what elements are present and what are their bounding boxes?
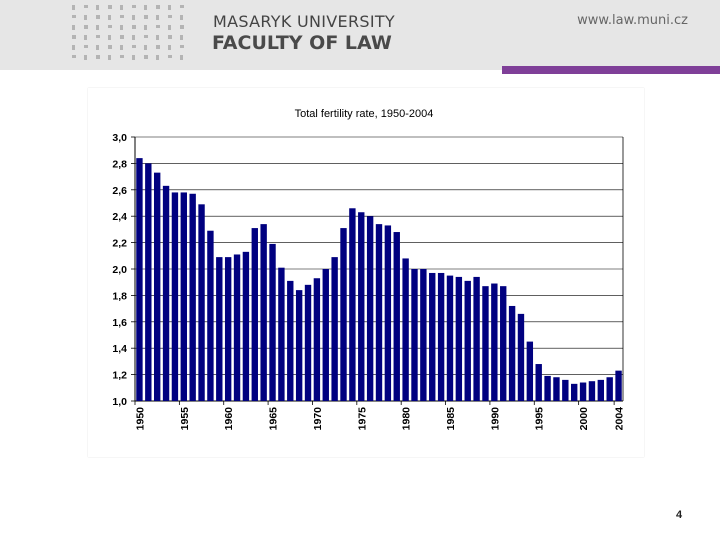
y-tick-label: 2,8	[112, 158, 127, 170]
bar-1983	[429, 272, 436, 401]
bar-1950	[136, 158, 143, 401]
x-tick-label: 1970	[312, 407, 324, 431]
university-name: MASARYK UNIVERSITY	[213, 12, 395, 31]
bar-1987	[464, 280, 471, 401]
bar-1986	[455, 276, 463, 401]
bar-1967	[287, 280, 294, 401]
bar-1977	[375, 224, 383, 401]
bar-1985	[446, 275, 454, 401]
y-tick-label: 1,6	[112, 317, 127, 329]
bar-1976	[366, 216, 374, 401]
y-tick-label: 1,0	[112, 396, 127, 408]
chart-panel: Total fertility rate, 1950-2004 1,0 1,2 1,…	[88, 88, 644, 457]
bar-1990	[491, 283, 498, 401]
bar-1997	[553, 377, 560, 401]
bar-1964	[260, 224, 267, 401]
bar-1998	[562, 379, 569, 401]
y-tick-label: 2,6	[112, 185, 127, 197]
bar-1958	[207, 230, 214, 401]
x-tick-label: 2000	[578, 407, 590, 431]
y-tick-label: 1,2	[112, 370, 127, 382]
y-tick-label: 1,4	[112, 343, 127, 355]
x-tick-label: 1950	[134, 407, 146, 431]
bar-1969	[304, 284, 312, 401]
bar-1979	[393, 232, 400, 401]
x-tick-label: 2004	[614, 407, 626, 431]
bar-1988	[473, 276, 480, 401]
university-pattern-logo	[72, 5, 184, 60]
bar-1975	[358, 212, 365, 401]
chart-title: Total fertility rate, 1950-2004	[295, 108, 434, 120]
bar-1963	[251, 228, 258, 401]
fertility-bar-chart: Total fertility rate, 1950-2004 1,0 1,2 1,…	[112, 108, 626, 431]
bar-1974	[349, 208, 356, 401]
x-tick-label: 1965	[268, 407, 280, 431]
bar-1966	[278, 267, 285, 401]
page-number: 4	[676, 509, 683, 521]
bar-1994	[526, 341, 534, 401]
bar-1955	[180, 192, 187, 401]
bar-1978	[384, 225, 392, 401]
bar-1996	[544, 375, 551, 401]
bar-1959	[216, 257, 223, 401]
bar-1995	[535, 364, 542, 401]
bar-1993	[517, 313, 525, 401]
bar-1965	[269, 243, 276, 401]
x-tick-label: 1955	[179, 407, 191, 431]
bar-1951	[145, 163, 152, 401]
x-tick-label: 1980	[401, 407, 413, 431]
bar-1953	[162, 185, 170, 401]
bar-1991	[500, 286, 507, 401]
bar-1980	[402, 258, 409, 401]
bar-1956	[189, 193, 196, 401]
y-tick-label: 1,8	[112, 290, 127, 302]
bar-1957	[198, 204, 205, 401]
bar-2004	[615, 370, 622, 401]
bar-2002	[597, 379, 605, 401]
x-tick-label: 1975	[356, 407, 368, 431]
bar-1952	[153, 172, 161, 401]
bar-2003	[606, 377, 613, 401]
y-tick-label: 2,2	[112, 238, 127, 250]
bar-1989	[482, 286, 489, 401]
x-tick-label: 1995	[534, 407, 546, 431]
bar-1962	[242, 251, 250, 401]
bar-1992	[508, 305, 516, 401]
bar-1972	[331, 257, 338, 401]
bar-1954	[171, 192, 179, 401]
x-tick-label: 1985	[445, 407, 457, 431]
bar-1960	[224, 257, 232, 401]
website-url[interactable]: www.law.muni.cz	[577, 13, 688, 28]
x-tick-label: 1990	[489, 407, 501, 431]
bar-1970	[313, 278, 321, 401]
y-tick-label: 2,4	[112, 211, 127, 223]
bar-1982	[420, 269, 427, 401]
faculty-name: FACULTY OF LAW	[212, 32, 392, 54]
bar-1961	[233, 254, 241, 401]
y-tick-label: 3,0	[112, 132, 127, 144]
y-tick-label: 2,0	[112, 264, 127, 276]
bar-1973	[340, 228, 347, 401]
bar-1968	[295, 290, 303, 401]
bar-1984	[437, 272, 445, 401]
header-accent-bar	[502, 66, 720, 74]
bar-1981	[411, 269, 418, 401]
bar-1971	[322, 269, 329, 401]
x-tick-label: 1960	[223, 407, 235, 431]
slide-header: MASARYK UNIVERSITY FACULTY OF LAW www.la…	[0, 0, 720, 70]
bar-2001	[588, 381, 596, 401]
bar-1999	[571, 383, 578, 401]
bar-2000	[579, 382, 587, 401]
